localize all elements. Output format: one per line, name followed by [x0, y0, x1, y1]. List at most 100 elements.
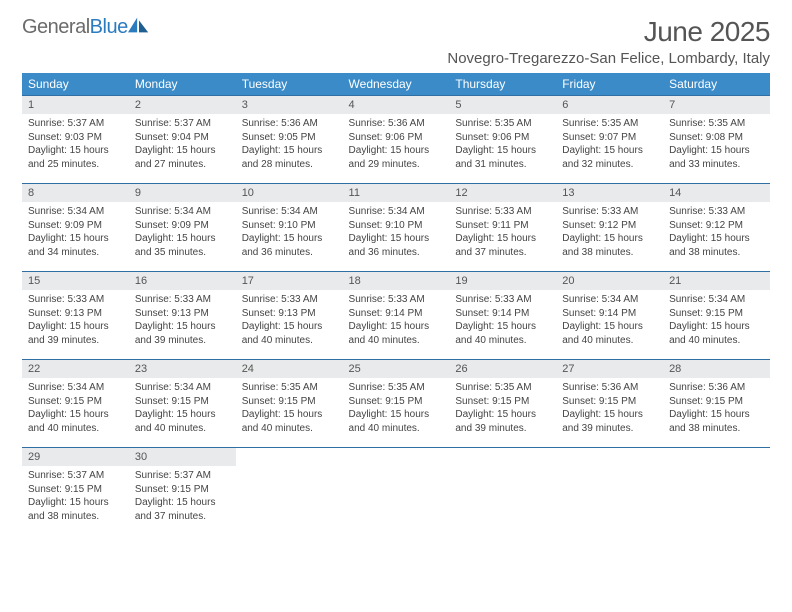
calendar-body: 1Sunrise: 5:37 AMSunset: 9:03 PMDaylight…: [22, 96, 770, 536]
sunrise-line: Sunrise: 5:34 AM: [28, 205, 123, 219]
sunrise-line: Sunrise: 5:36 AM: [562, 381, 657, 395]
day-details: Sunrise: 5:36 AMSunset: 9:15 PMDaylight:…: [556, 378, 663, 439]
daylight-line: Daylight: 15 hours and 39 minutes.: [562, 408, 657, 435]
sunrise-line: Sunrise: 5:35 AM: [455, 117, 550, 131]
day-details: Sunrise: 5:35 AMSunset: 9:15 PMDaylight:…: [343, 378, 450, 439]
brand-word-1: General: [22, 16, 90, 38]
weekday-header: Thursday: [449, 73, 556, 96]
calendar-cell: 2Sunrise: 5:37 AMSunset: 9:04 PMDaylight…: [129, 96, 236, 184]
daylight-line: Daylight: 15 hours and 40 minutes.: [349, 408, 444, 435]
day-number: 9: [129, 184, 236, 202]
daylight-line: Daylight: 15 hours and 34 minutes.: [28, 232, 123, 259]
calendar-cell: 29Sunrise: 5:37 AMSunset: 9:15 PMDayligh…: [22, 448, 129, 536]
sunrise-line: Sunrise: 5:33 AM: [349, 293, 444, 307]
sunset-line: Sunset: 9:15 PM: [349, 395, 444, 409]
calendar-cell: 24Sunrise: 5:35 AMSunset: 9:15 PMDayligh…: [236, 360, 343, 448]
sunrise-line: Sunrise: 5:35 AM: [455, 381, 550, 395]
day-number: 23: [129, 360, 236, 378]
daylight-line: Daylight: 15 hours and 28 minutes.: [242, 144, 337, 171]
day-number: 8: [22, 184, 129, 202]
calendar-cell: ..: [556, 448, 663, 536]
daylight-line: Daylight: 15 hours and 31 minutes.: [455, 144, 550, 171]
day-details: Sunrise: 5:33 AMSunset: 9:13 PMDaylight:…: [22, 290, 129, 351]
calendar-table: Sunday Monday Tuesday Wednesday Thursday…: [22, 73, 770, 536]
daylight-line: Daylight: 15 hours and 32 minutes.: [562, 144, 657, 171]
sunset-line: Sunset: 9:12 PM: [562, 219, 657, 233]
day-details: Sunrise: 5:35 AMSunset: 9:15 PMDaylight:…: [449, 378, 556, 439]
calendar-row: 1Sunrise: 5:37 AMSunset: 9:03 PMDaylight…: [22, 96, 770, 184]
sunset-line: Sunset: 9:09 PM: [135, 219, 230, 233]
daylight-line: Daylight: 15 hours and 38 minutes.: [562, 232, 657, 259]
day-number: 3: [236, 96, 343, 114]
day-number: 27: [556, 360, 663, 378]
sunrise-line: Sunrise: 5:34 AM: [349, 205, 444, 219]
daylight-line: Daylight: 15 hours and 38 minutes.: [669, 232, 764, 259]
calendar-cell: 6Sunrise: 5:35 AMSunset: 9:07 PMDaylight…: [556, 96, 663, 184]
sunset-line: Sunset: 9:15 PM: [242, 395, 337, 409]
calendar-cell: 11Sunrise: 5:34 AMSunset: 9:10 PMDayligh…: [343, 184, 450, 272]
sunset-line: Sunset: 9:14 PM: [349, 307, 444, 321]
day-details: Sunrise: 5:37 AMSunset: 9:15 PMDaylight:…: [22, 466, 129, 527]
day-number: 16: [129, 272, 236, 290]
sunset-line: Sunset: 9:13 PM: [135, 307, 230, 321]
page: GeneralBlue June 2025 Novegro-Tregarezzo…: [0, 0, 792, 544]
sunrise-line: Sunrise: 5:35 AM: [242, 381, 337, 395]
calendar-cell: 22Sunrise: 5:34 AMSunset: 9:15 PMDayligh…: [22, 360, 129, 448]
sunset-line: Sunset: 9:15 PM: [669, 307, 764, 321]
sunset-line: Sunset: 9:15 PM: [669, 395, 764, 409]
day-details: Sunrise: 5:34 AMSunset: 9:15 PMDaylight:…: [22, 378, 129, 439]
weekday-header-row: Sunday Monday Tuesday Wednesday Thursday…: [22, 73, 770, 96]
day-details: Sunrise: 5:35 AMSunset: 9:07 PMDaylight:…: [556, 114, 663, 175]
day-number: 19: [449, 272, 556, 290]
weekday-header: Friday: [556, 73, 663, 96]
calendar-cell: 23Sunrise: 5:34 AMSunset: 9:15 PMDayligh…: [129, 360, 236, 448]
sunrise-line: Sunrise: 5:37 AM: [135, 117, 230, 131]
calendar-cell: 30Sunrise: 5:37 AMSunset: 9:15 PMDayligh…: [129, 448, 236, 536]
daylight-line: Daylight: 15 hours and 29 minutes.: [349, 144, 444, 171]
sunrise-line: Sunrise: 5:37 AM: [28, 469, 123, 483]
day-details: Sunrise: 5:33 AMSunset: 9:12 PMDaylight:…: [663, 202, 770, 263]
day-details: Sunrise: 5:35 AMSunset: 9:15 PMDaylight:…: [236, 378, 343, 439]
sail-icon: [128, 17, 150, 33]
daylight-line: Daylight: 15 hours and 39 minutes.: [135, 320, 230, 347]
weekday-header: Sunday: [22, 73, 129, 96]
sunrise-line: Sunrise: 5:37 AM: [28, 117, 123, 131]
day-number: 21: [663, 272, 770, 290]
brand-word-2: Blue: [90, 16, 128, 38]
calendar-cell: 10Sunrise: 5:34 AMSunset: 9:10 PMDayligh…: [236, 184, 343, 272]
day-details: Sunrise: 5:33 AMSunset: 9:12 PMDaylight:…: [556, 202, 663, 263]
day-number: 11: [343, 184, 450, 202]
calendar-cell: 5Sunrise: 5:35 AMSunset: 9:06 PMDaylight…: [449, 96, 556, 184]
daylight-line: Daylight: 15 hours and 40 minutes.: [242, 320, 337, 347]
calendar-cell: 12Sunrise: 5:33 AMSunset: 9:11 PMDayligh…: [449, 184, 556, 272]
calendar-cell: 28Sunrise: 5:36 AMSunset: 9:15 PMDayligh…: [663, 360, 770, 448]
sunset-line: Sunset: 9:05 PM: [242, 131, 337, 145]
day-number: 13: [556, 184, 663, 202]
daylight-line: Daylight: 15 hours and 40 minutes.: [28, 408, 123, 435]
sunset-line: Sunset: 9:08 PM: [669, 131, 764, 145]
daylight-line: Daylight: 15 hours and 38 minutes.: [28, 496, 123, 523]
daylight-line: Daylight: 15 hours and 27 minutes.: [135, 144, 230, 171]
day-details: Sunrise: 5:34 AMSunset: 9:09 PMDaylight:…: [129, 202, 236, 263]
calendar-row: 29Sunrise: 5:37 AMSunset: 9:15 PMDayligh…: [22, 448, 770, 536]
sunrise-line: Sunrise: 5:36 AM: [669, 381, 764, 395]
day-details: Sunrise: 5:34 AMSunset: 9:09 PMDaylight:…: [22, 202, 129, 263]
sunrise-line: Sunrise: 5:33 AM: [242, 293, 337, 307]
sunset-line: Sunset: 9:03 PM: [28, 131, 123, 145]
daylight-line: Daylight: 15 hours and 39 minutes.: [455, 408, 550, 435]
daylight-line: Daylight: 15 hours and 35 minutes.: [135, 232, 230, 259]
weekday-header: Monday: [129, 73, 236, 96]
sunrise-line: Sunrise: 5:33 AM: [669, 205, 764, 219]
day-number: 17: [236, 272, 343, 290]
sunset-line: Sunset: 9:12 PM: [669, 219, 764, 233]
day-details: Sunrise: 5:37 AMSunset: 9:04 PMDaylight:…: [129, 114, 236, 175]
sunrise-line: Sunrise: 5:33 AM: [562, 205, 657, 219]
day-number: 7: [663, 96, 770, 114]
calendar-cell: 16Sunrise: 5:33 AMSunset: 9:13 PMDayligh…: [129, 272, 236, 360]
day-details: Sunrise: 5:34 AMSunset: 9:15 PMDaylight:…: [663, 290, 770, 351]
daylight-line: Daylight: 15 hours and 40 minutes.: [349, 320, 444, 347]
calendar-cell: 17Sunrise: 5:33 AMSunset: 9:13 PMDayligh…: [236, 272, 343, 360]
day-details: Sunrise: 5:37 AMSunset: 9:15 PMDaylight:…: [129, 466, 236, 527]
calendar-cell: ..: [236, 448, 343, 536]
calendar-cell: 8Sunrise: 5:34 AMSunset: 9:09 PMDaylight…: [22, 184, 129, 272]
